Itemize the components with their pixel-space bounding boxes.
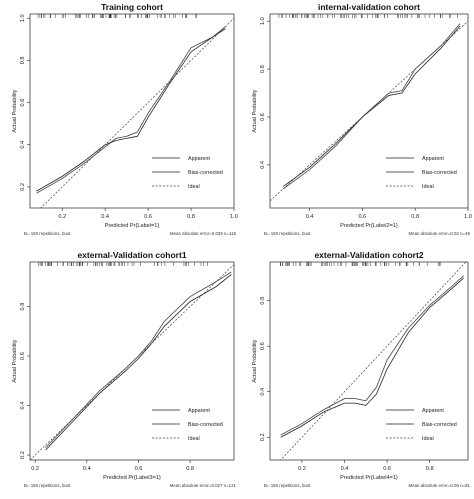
y-axis-label: Actual Probability bbox=[12, 89, 18, 132]
x-tick-label: 1.0 bbox=[230, 214, 238, 220]
footer-error: Mean absolute error=0.05 n=81 bbox=[408, 483, 470, 488]
panel-title: internal-validation cohort bbox=[318, 2, 420, 12]
footer-repetitions: B= 150 repetitions, boot bbox=[24, 231, 71, 236]
series-line-apparent bbox=[282, 23, 461, 190]
y-tick-label: 0.6 bbox=[260, 342, 266, 350]
panel-title: external-Validation cohort1 bbox=[77, 250, 186, 260]
series-line-apparent bbox=[45, 271, 232, 448]
legend-label: Bias-corrected bbox=[188, 422, 223, 428]
y-tick-label: 0.8 bbox=[260, 65, 266, 73]
footer-repetitions: B= 150 repetitions, boot bbox=[264, 483, 311, 488]
calibration-panel-2: internal-validation cohort 0.4 0.6 0.8 1.0 0.… bbox=[252, 2, 472, 236]
legend-label: Bias-corrected bbox=[422, 170, 457, 176]
footer-repetitions: B= 150 repetitions, boot bbox=[264, 231, 311, 236]
legend-label: Ideal bbox=[188, 184, 200, 190]
x-tick-label: 0.8 bbox=[186, 466, 194, 472]
footer-error: Mean absolute error=0.027 n=121 bbox=[170, 483, 237, 488]
series-line-ideal bbox=[40, 17, 234, 208]
y-axis-label: Actual Probability bbox=[12, 339, 18, 382]
calibration-panel-4: external-Validation cohort2 0.2 0.4 0.6 0.8 0… bbox=[252, 250, 471, 488]
x-tick-label: 0.6 bbox=[144, 214, 152, 220]
x-axis-label: Predicted Pr{Label3=1} bbox=[103, 475, 161, 481]
legend-label: Apparent bbox=[188, 408, 210, 414]
x-tick-label: 1.0 bbox=[464, 214, 472, 220]
footer-error: Mean absolute error=0.02 n=49 bbox=[408, 231, 470, 236]
x-tick-label: 0.4 bbox=[101, 214, 109, 220]
legend-label: Bias-corrected bbox=[422, 422, 457, 428]
rug-ticks bbox=[37, 14, 198, 18]
legend-label: Bias-corrected bbox=[188, 170, 223, 176]
y-tick-label: 0.4 bbox=[20, 402, 26, 410]
plot-frame bbox=[29, 13, 235, 209]
y-tick-label: 1.0 bbox=[20, 14, 26, 22]
panel-title: Training cohort bbox=[101, 2, 163, 12]
rug-ticks bbox=[38, 262, 208, 266]
x-tick-label: 0.4 bbox=[83, 466, 91, 472]
y-axis-label: Actual Probability bbox=[252, 339, 258, 382]
y-tick-label: 0.2 bbox=[20, 451, 26, 459]
series-line-ideal bbox=[270, 20, 468, 202]
plot-frame bbox=[29, 261, 235, 461]
y-tick-label: 0.6 bbox=[260, 113, 266, 121]
plot-frame bbox=[269, 261, 469, 461]
calibration-panel-1: Training cohort 0.2 0.4 0.6 0.8 1.0 0.2 0.4 0.6 0… bbox=[12, 2, 238, 236]
x-axis-label: Predicted Pr{Label=1} bbox=[105, 223, 160, 229]
series-line-bias-corrected bbox=[280, 277, 465, 438]
x-tick-label: 0.2 bbox=[58, 214, 66, 220]
x-tick-label: 0.6 bbox=[135, 466, 143, 472]
footer-repetitions: B= 150 repetitions, boot bbox=[24, 483, 71, 488]
x-tick-label: 0.6 bbox=[359, 214, 367, 220]
rug-ticks bbox=[280, 262, 441, 266]
rug-ticks bbox=[278, 14, 458, 18]
y-axis-label: Actual Probability bbox=[252, 89, 258, 132]
legend-label: Ideal bbox=[188, 436, 200, 442]
x-axis-label: Predicted Pr{Label2=1} bbox=[340, 223, 398, 229]
legend-label: Ideal bbox=[422, 436, 434, 442]
calibration-panel-3: external-Validation cohort1 0.2 0.4 0.6 0.8 0… bbox=[12, 250, 237, 488]
series-line-apparent bbox=[280, 275, 465, 436]
x-tick-label: 0.4 bbox=[306, 214, 314, 220]
y-tick-label: 0.6 bbox=[20, 352, 26, 360]
legend: Apparent Bias-corrected Ideal bbox=[386, 156, 457, 190]
y-tick-label: 0.4 bbox=[260, 161, 266, 169]
y-tick-label: 0.4 bbox=[260, 388, 266, 396]
series-line-bias-corrected bbox=[36, 28, 226, 192]
series-line-ideal bbox=[30, 264, 234, 460]
x-tick-label: 0.8 bbox=[187, 214, 195, 220]
y-tick-label: 0.4 bbox=[20, 141, 26, 149]
panel-title: external-Validation cohort2 bbox=[314, 250, 423, 260]
x-tick-label: 0.4 bbox=[341, 466, 349, 472]
legend: Apparent Bias-corrected Ideal bbox=[152, 408, 223, 442]
legend-label: Apparent bbox=[422, 408, 444, 414]
x-axis-label: Predicted Pr{Label4=1} bbox=[340, 475, 398, 481]
legend: Apparent Bias-corrected Ideal bbox=[386, 408, 457, 442]
x-tick-label: 0.8 bbox=[426, 466, 434, 472]
series-line-bias-corrected bbox=[45, 274, 232, 451]
x-tick-label: 0.2 bbox=[298, 466, 306, 472]
y-tick-label: 0.8 bbox=[20, 303, 26, 311]
legend-label: Apparent bbox=[422, 156, 444, 162]
series-line-ideal bbox=[280, 262, 467, 460]
y-tick-label: 0.8 bbox=[20, 57, 26, 65]
y-tick-label: 0.6 bbox=[20, 99, 26, 107]
y-tick-label: 0.2 bbox=[260, 433, 266, 441]
footer-error: Mean absolute error=0.035 n=118 bbox=[170, 231, 237, 236]
legend-label: Ideal bbox=[422, 184, 434, 190]
x-tick-label: 0.6 bbox=[383, 466, 391, 472]
legend: Apparent Bias-corrected Ideal bbox=[152, 156, 223, 190]
legend-label: Apparent bbox=[188, 156, 210, 162]
series-line-apparent bbox=[36, 26, 226, 194]
y-tick-label: 0.8 bbox=[260, 297, 266, 305]
plot-frame bbox=[269, 13, 469, 209]
x-tick-label: 0.2 bbox=[31, 466, 39, 472]
x-tick-label: 0.8 bbox=[411, 214, 419, 220]
y-tick-label: 1.0 bbox=[260, 17, 266, 25]
y-tick-label: 0.2 bbox=[20, 183, 26, 191]
series-line-bias-corrected bbox=[282, 25, 461, 187]
